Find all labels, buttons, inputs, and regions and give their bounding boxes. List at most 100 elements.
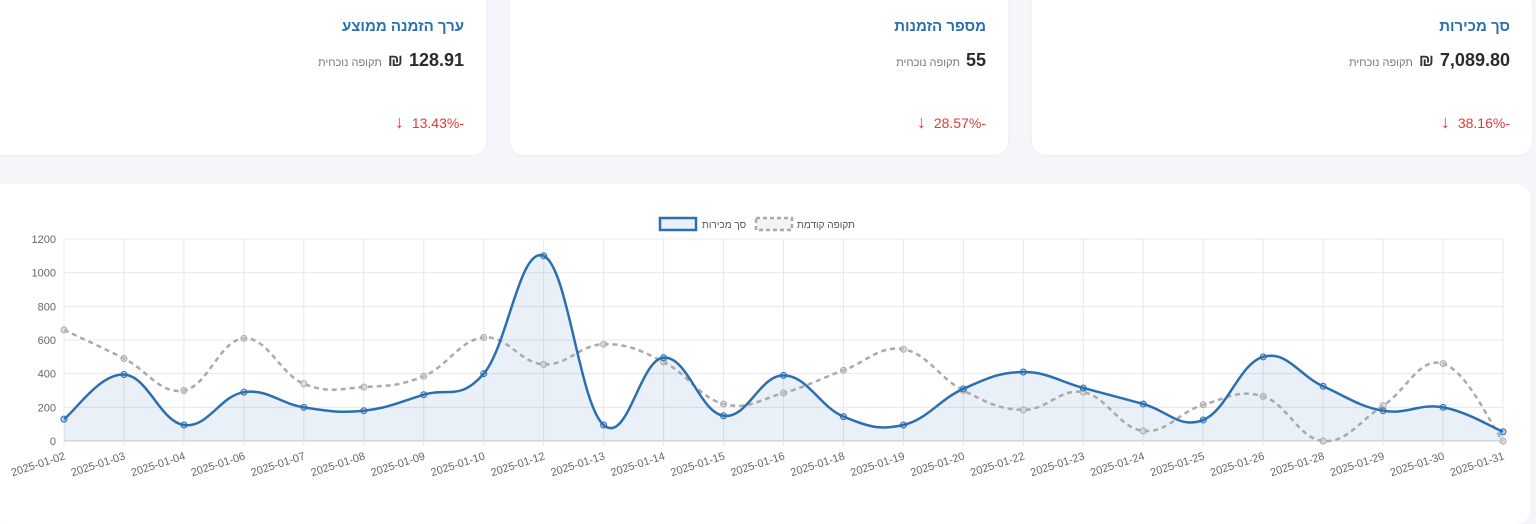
- current-point: [1499, 428, 1507, 436]
- previous-point: [60, 326, 68, 334]
- current-point: [899, 421, 907, 429]
- card-value: 7,089.80: [1439, 50, 1510, 70]
- current-point: [600, 421, 608, 429]
- change-value: 38.16%-: [1457, 114, 1510, 131]
- current-area-fill: [64, 255, 1503, 441]
- x-tick-label: 2025-01-14: [609, 450, 666, 479]
- current-point: [1079, 384, 1087, 392]
- current-point: [660, 354, 668, 362]
- x-tick-label: 2025-01-07: [250, 450, 307, 479]
- stat-card-avg-order-value: ערך הזמנה ממוצע תקופה נוכחית ₪ 128.91 ↓ …: [0, 0, 486, 155]
- previous-point: [1499, 437, 1507, 445]
- x-tick-label: 2025-01-22: [969, 450, 1026, 479]
- y-tick-label: 400: [38, 369, 56, 381]
- previous-point: [1319, 437, 1327, 445]
- series: [60, 252, 1507, 445]
- period-label: תקופה נוכחית: [318, 57, 382, 69]
- legend-swatch-current[interactable]: [658, 216, 698, 232]
- legend: סך מכירות תקופה קודמת: [658, 216, 855, 232]
- current-sales-line: [63, 254, 1504, 433]
- period-label: תקופה נוכחית: [1349, 57, 1413, 69]
- period-label: תקופה נוכחית: [896, 57, 960, 69]
- value-row: תקופה נוכחית 55: [896, 50, 986, 71]
- y-tick-label: 0: [50, 436, 56, 448]
- current-point: [839, 413, 847, 421]
- y-tick-label: 800: [38, 301, 56, 313]
- current-point: [720, 412, 728, 420]
- legend-label-current[interactable]: סך מכירות: [702, 220, 747, 231]
- x-tick-label: 2025-01-24: [1089, 450, 1146, 479]
- current-point: [1199, 416, 1207, 424]
- previous-point: [780, 389, 787, 397]
- current-point: [1379, 407, 1387, 415]
- change-value: 13.43%-: [411, 114, 464, 131]
- x-tick-label: 2025-01-09: [369, 450, 426, 479]
- y-tick-label: 1200: [32, 234, 56, 246]
- previous-point: [899, 345, 907, 353]
- x-tick-label: 2025-01-04: [130, 450, 187, 479]
- previous-point: [1199, 401, 1207, 409]
- x-tick-label: 2025-01-19: [849, 450, 906, 479]
- x-tick-label: 2025-01-28: [1269, 450, 1326, 479]
- current-point: [1259, 353, 1267, 361]
- current-point: [480, 370, 488, 378]
- current-point: [300, 403, 308, 411]
- currency-icon: ₪: [1418, 51, 1434, 70]
- current-point: [959, 385, 967, 393]
- arrow-down-icon: ↓: [394, 112, 404, 132]
- card-title: ערך הזמנה ממוצע: [342, 18, 464, 35]
- previous-point: [180, 387, 188, 394]
- previous-point: [1439, 360, 1447, 368]
- previous-point: [1259, 392, 1267, 400]
- x-tick-label: 2025-01-03: [70, 450, 127, 479]
- x-tick-label: 2025-01-26: [1209, 450, 1266, 479]
- previous-point: [540, 360, 548, 368]
- x-tick-label: 2025-01-15: [669, 450, 726, 479]
- card-title: סך מכירות: [1439, 18, 1510, 35]
- x-tick-label: 2025-01-13: [549, 450, 606, 479]
- current-point: [120, 371, 128, 379]
- x-tick-label: 2025-01-18: [789, 450, 846, 479]
- change-indicator: ↓ 28.57%-: [917, 112, 986, 133]
- previous-point: [600, 340, 608, 348]
- x-tick-label: 2025-01-10: [429, 450, 486, 479]
- previous-point: [839, 366, 847, 374]
- previous-point: [240, 334, 248, 342]
- current-point: [1139, 400, 1147, 408]
- legend-label-previous[interactable]: תקופה קודמת: [797, 220, 855, 231]
- x-tick-label: 2025-01-31: [1449, 450, 1506, 479]
- y-tick-label: 1000: [32, 268, 56, 280]
- previous-point: [480, 333, 488, 341]
- sales-chart-card: [0, 184, 1530, 524]
- current-point: [240, 388, 248, 396]
- value-row: תקופה נוכחית ₪ 7,089.80: [1349, 50, 1510, 71]
- x-tick-label: 2025-01-02: [10, 450, 67, 479]
- x-tick-label: 2025-01-12: [489, 450, 546, 479]
- current-point: [60, 415, 68, 423]
- card-value: 55: [965, 50, 986, 70]
- legend-swatch-previous[interactable]: [754, 216, 794, 232]
- value-row: תקופה נוכחית ₪ 128.91: [318, 50, 464, 71]
- previous-point: [1139, 427, 1147, 435]
- stat-card-order-count: מספר הזמנות תקופה נוכחית 55 ↓ 28.57%-: [510, 0, 1008, 155]
- previous-point: [1019, 406, 1027, 414]
- current-point: [420, 391, 428, 399]
- change-indicator: ↓ 13.43%-: [395, 112, 464, 133]
- current-point: [180, 421, 188, 429]
- x-tick-label: 2025-01-06: [190, 450, 247, 479]
- x-tick-label: 2025-01-23: [1029, 450, 1086, 479]
- card-value: 128.91: [408, 50, 464, 70]
- current-point: [1439, 403, 1447, 411]
- x-tick-label: 2025-01-08: [309, 450, 366, 479]
- x-tick-label: 2025-01-16: [729, 450, 786, 479]
- previous-point: [1379, 402, 1387, 410]
- change-value: 28.57%-: [933, 114, 986, 131]
- previous-period-line: [63, 328, 1504, 443]
- previous-point: [720, 400, 728, 408]
- previous-point: [300, 380, 308, 388]
- current-point: [360, 407, 368, 415]
- current-point: [780, 371, 787, 379]
- currency-icon: ₪: [387, 51, 403, 70]
- previous-point: [420, 372, 428, 380]
